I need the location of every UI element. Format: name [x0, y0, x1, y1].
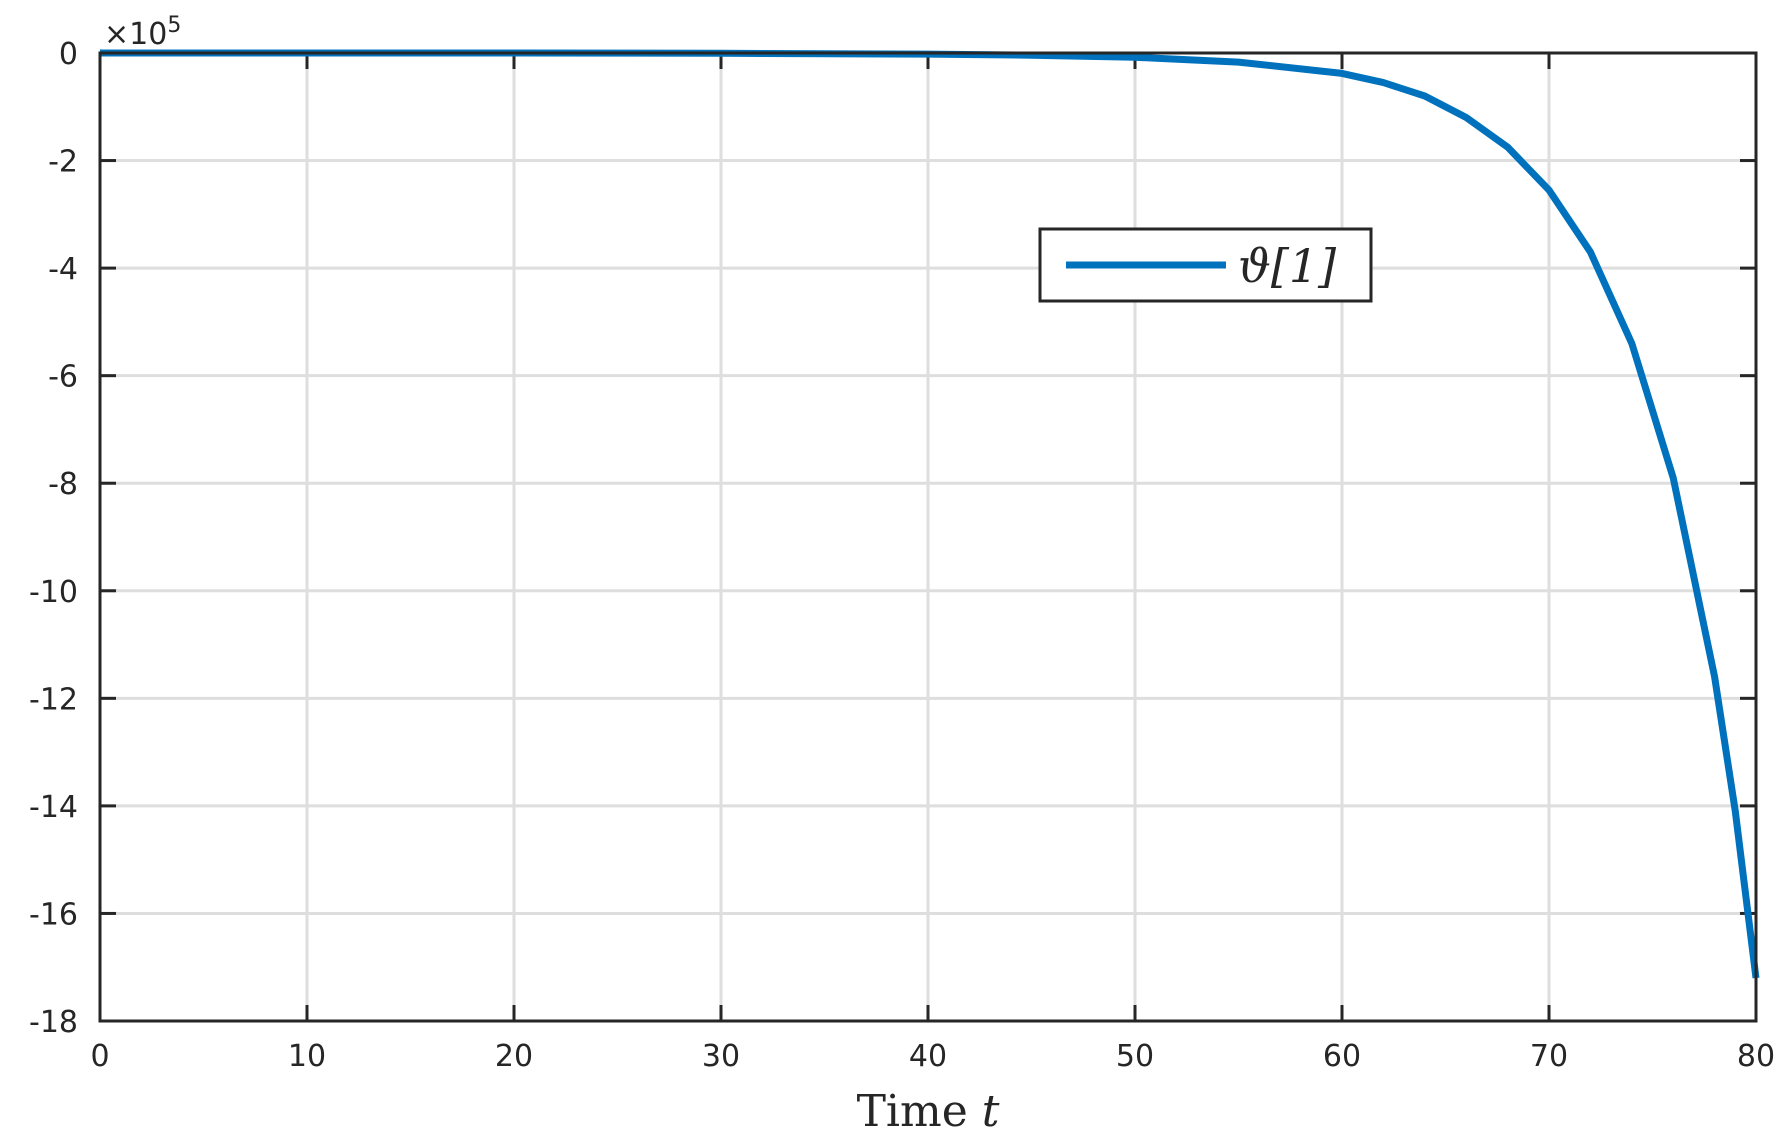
legend-entry-label: ϑ[1] — [1238, 239, 1336, 293]
y-tick-label: -10 — [29, 575, 78, 610]
y-tick-label: -16 — [29, 897, 78, 932]
axes-box — [98, 51, 1758, 1023]
x-tick-label: 50 — [1116, 1039, 1154, 1074]
legend: ϑ[1] — [1038, 227, 1373, 303]
y-tick-label: -8 — [48, 467, 78, 502]
y-multiplier-label: ×105 — [104, 13, 181, 52]
y-tick-label: -12 — [29, 682, 78, 717]
x-tick-label: 80 — [1737, 1039, 1775, 1074]
x-tick-label: 0 — [90, 1039, 109, 1074]
x-axis-label: Time t — [857, 1086, 1000, 1137]
x-tick-label: 40 — [909, 1039, 947, 1074]
y-multiplier-base: ×10 — [104, 17, 167, 52]
y-tick-label: -6 — [48, 360, 78, 395]
y-multiplier-exponent: 5 — [167, 13, 181, 38]
y-tick-label: -4 — [48, 252, 78, 287]
x-tick-label: 70 — [1530, 1039, 1568, 1074]
y-tick-label: -14 — [29, 790, 78, 825]
x-axis-label-variable: t — [982, 1086, 1000, 1137]
x-tick-label: 10 — [288, 1039, 326, 1074]
tick-labels: 0 10 20 30 40 50 60 70 80 0 -2 -4 -6 -8 -10 -12 -14 -16 -1… — [29, 37, 1775, 1074]
grid — [100, 53, 1756, 1021]
x-tick-label: 60 — [1323, 1039, 1361, 1074]
x-tick-label: 20 — [495, 1039, 533, 1074]
y-tick-label: -2 — [48, 145, 78, 180]
x-tick-label: 30 — [702, 1039, 740, 1074]
y-tick-label: -18 — [29, 1005, 78, 1040]
x-axis-label-text: Time — [857, 1086, 968, 1137]
y-tick-label: 0 — [59, 37, 78, 72]
